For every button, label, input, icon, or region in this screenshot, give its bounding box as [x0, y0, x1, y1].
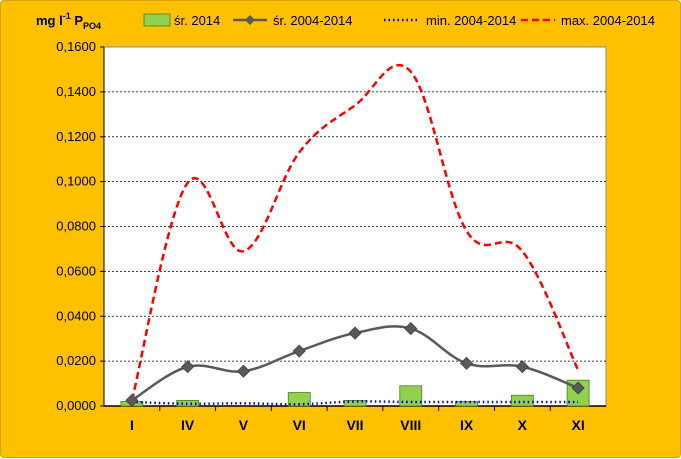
x-tick-label: V: [239, 417, 249, 433]
legend-swatch-bar: [143, 13, 171, 27]
point-marker: [125, 393, 139, 407]
legend-label: śr. 2014: [174, 13, 220, 28]
legend-label: min. 2004-2014: [426, 13, 516, 28]
marker-layer: [125, 322, 585, 407]
point-marker: [459, 356, 474, 370]
x-tick-label: X: [518, 417, 528, 433]
y-tick-label: 0,1400: [56, 84, 96, 99]
y-tick-label: 0,0000: [56, 398, 96, 413]
bar-sr-2014: [287, 392, 311, 407]
point-marker: [571, 381, 585, 395]
x-tick-label: IV: [181, 417, 195, 433]
bar-sr-2014: [510, 394, 534, 407]
x-tick-label: I: [130, 417, 134, 433]
bar-sr-2014: [343, 399, 367, 407]
y-tick-label: 0,1000: [56, 174, 96, 189]
legend: śr. 2014 śr. 2004-2014 min. 2004-2014 max. …: [143, 13, 655, 28]
x-tick-label: VII: [346, 417, 363, 433]
y-tick-label: 0,0800: [56, 219, 96, 234]
point-marker: [404, 322, 418, 336]
bar-sr-2014: [455, 401, 478, 407]
point-marker: [181, 360, 195, 374]
x-axis-ticks: I IV V VI VII VIII IX X XI: [130, 406, 585, 433]
y-tick-label: 0,1600: [56, 39, 96, 54]
bar-sr-2014: [176, 399, 200, 407]
y-tick-label: 0,1200: [56, 129, 96, 144]
y-axis-ticks: 0,0000 0,0200 0,0400 0,0600 0,0800 0,1000 0,12…: [56, 39, 96, 413]
x-tick-label: VIII: [400, 417, 421, 433]
point-marker: [236, 364, 251, 378]
legend-label: śr. 2004-2014: [273, 13, 353, 28]
y-tick-label: 0,0400: [56, 308, 96, 323]
y-tick-label: 0,0200: [56, 353, 96, 368]
series-line-min-2004-2014: [131, 400, 579, 406]
x-tick-label: VI: [293, 417, 306, 433]
y-tick-label: 0,0600: [56, 263, 96, 278]
x-tick-label: IX: [460, 417, 474, 433]
x-tick-label: XI: [571, 417, 584, 433]
point-marker: [292, 344, 306, 358]
legend-marker: [245, 15, 255, 25]
point-marker: [515, 360, 529, 374]
y-axis-label: mg l-1 PPO4: [36, 11, 101, 31]
series-line-max-2004-2014: [130, 63, 580, 401]
legend-label: max. 2004-2014: [561, 13, 655, 28]
point-marker: [348, 326, 362, 340]
plot-area: [103, 46, 607, 407]
